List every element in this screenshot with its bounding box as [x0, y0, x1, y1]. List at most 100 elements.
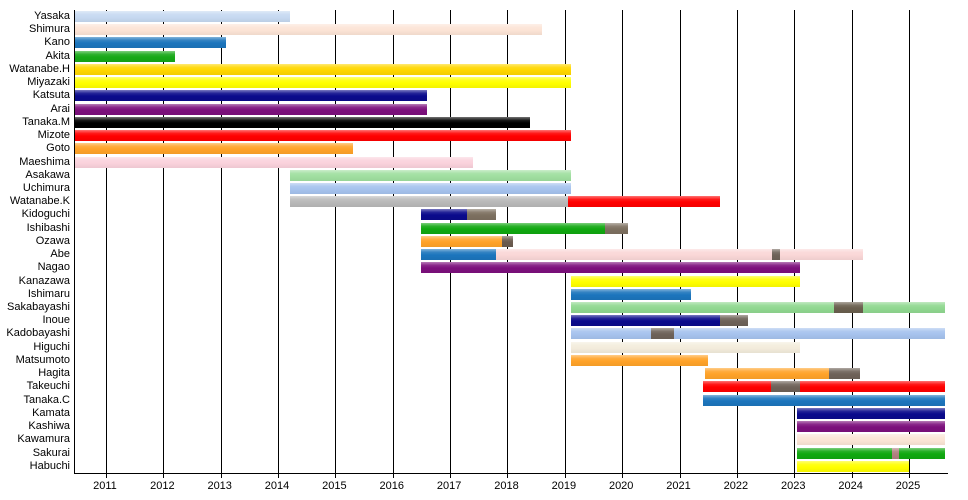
- row-label: Asakawa: [25, 168, 70, 181]
- gantt-bar-segment: [75, 116, 531, 128]
- gantt-row: [75, 142, 948, 155]
- x-tick-label: 2021: [666, 480, 691, 492]
- row-label: Miyazaki: [27, 76, 70, 89]
- row-label: Shimura: [29, 23, 70, 36]
- row-label: Kanazawa: [18, 274, 70, 287]
- x-tick-label: 2013: [207, 480, 232, 492]
- gantt-row: [75, 50, 948, 63]
- gantt-row: [75, 433, 948, 446]
- row-label: Watanabe.H: [9, 62, 70, 75]
- x-tickmark: [450, 473, 452, 478]
- gantt-bar-segment: [673, 328, 946, 340]
- gantt-bar-segment: [797, 407, 945, 419]
- row-label: Kidoguchi: [21, 208, 70, 221]
- row-label: Higuchi: [33, 340, 70, 353]
- gridline-2015: [335, 10, 337, 473]
- x-tick-label: 2025: [895, 480, 921, 492]
- row-label: Abe: [50, 248, 70, 261]
- x-tick-label: 2015: [322, 480, 347, 492]
- gantt-bar-segment: [289, 169, 571, 181]
- row-label: Ozawa: [35, 234, 70, 247]
- row-label: Habuchi: [29, 459, 70, 472]
- gantt-bar-segment: [75, 11, 290, 22]
- x-tickmark: [163, 473, 165, 478]
- gantt-bar-segment: [421, 222, 605, 234]
- gridline-2022: [736, 10, 738, 473]
- gantt-bar-segment: [75, 143, 353, 155]
- gridline-2024: [851, 10, 853, 473]
- gantt-bar-segment: [570, 302, 835, 314]
- x-tickmark: [335, 473, 337, 478]
- gantt-row: [75, 195, 948, 208]
- x-tickmark: [507, 473, 509, 478]
- row-label: Takeuchi: [26, 380, 70, 393]
- gantt-bar-segment: [501, 235, 514, 247]
- x-tick-label: 2018: [494, 480, 519, 492]
- x-tickmark: [851, 473, 853, 478]
- gantt-bar-segment: [421, 235, 502, 247]
- gridline-2020: [622, 10, 624, 473]
- gantt-row: [75, 314, 948, 327]
- gantt-bar-segment: [772, 249, 780, 261]
- gantt-bar-segment: [800, 381, 945, 393]
- gantt-row: [75, 460, 948, 473]
- gridline-2014: [278, 10, 280, 473]
- x-tickmark: [679, 473, 681, 478]
- gantt-row: [75, 36, 948, 49]
- gantt-bar-segment: [75, 156, 474, 168]
- gantt-bar-segment: [863, 302, 946, 314]
- gantt-bar-segment: [570, 354, 709, 366]
- x-tick-label: 2020: [608, 480, 634, 492]
- gantt-row: [75, 288, 948, 301]
- gridline-2013: [220, 10, 222, 473]
- gantt-bar-segment: [421, 249, 496, 261]
- gantt-row: [75, 23, 948, 36]
- gantt-bar-segment: [705, 368, 829, 380]
- gantt-bar-segment: [570, 315, 720, 327]
- row-label: Kawamura: [17, 433, 70, 446]
- row-label: Inoue: [42, 314, 70, 327]
- gantt-bar-segment: [496, 249, 773, 261]
- gantt-row: [75, 208, 948, 221]
- gantt-bar-segment: [828, 368, 861, 380]
- gantt-row: [75, 63, 948, 76]
- gridline-2021: [679, 10, 681, 473]
- row-label: Ishibashi: [26, 221, 70, 234]
- x-tickmark: [908, 473, 910, 478]
- gantt-row: [75, 129, 948, 142]
- row-label: Maeshima: [19, 155, 70, 168]
- gantt-row: [75, 248, 948, 261]
- x-tickmark: [392, 473, 394, 478]
- gantt-row: [75, 380, 948, 393]
- gridline-2019: [564, 10, 566, 473]
- gantt-bar-segment: [289, 182, 571, 194]
- gantt-row: [75, 116, 948, 129]
- x-tick-label: 2019: [551, 480, 577, 492]
- gantt-row: [75, 182, 948, 195]
- row-label: Kashiwa: [28, 420, 70, 433]
- gantt-bar-segment: [797, 421, 945, 433]
- x-tick-label: 2016: [379, 480, 405, 492]
- gantt-bar-segment: [719, 315, 749, 327]
- x-tickmark: [736, 473, 738, 478]
- gantt-row: [75, 10, 948, 23]
- gantt-row: [75, 261, 948, 274]
- gantt-bar-segment: [797, 447, 892, 459]
- gantt-bar-segment: [891, 447, 899, 459]
- gantt-row: [75, 222, 948, 235]
- x-tick-label: 2012: [150, 480, 175, 492]
- row-label: Sakabayashi: [7, 301, 70, 314]
- gantt-bar-segment: [797, 460, 909, 472]
- row-label: Tanaka.C: [23, 393, 70, 406]
- gantt-bar-segment: [570, 288, 692, 300]
- gantt-row: [75, 354, 948, 367]
- x-tick-label: 2023: [781, 480, 806, 492]
- plot-area: [74, 10, 948, 478]
- gridline-2025: [908, 10, 910, 473]
- x-tickmark: [278, 473, 280, 478]
- row-label: Matsumoto: [15, 353, 70, 366]
- gantt-bar-segment: [604, 222, 628, 234]
- x-tick-label: 2022: [723, 480, 749, 492]
- row-label: Tanaka.M: [22, 115, 70, 128]
